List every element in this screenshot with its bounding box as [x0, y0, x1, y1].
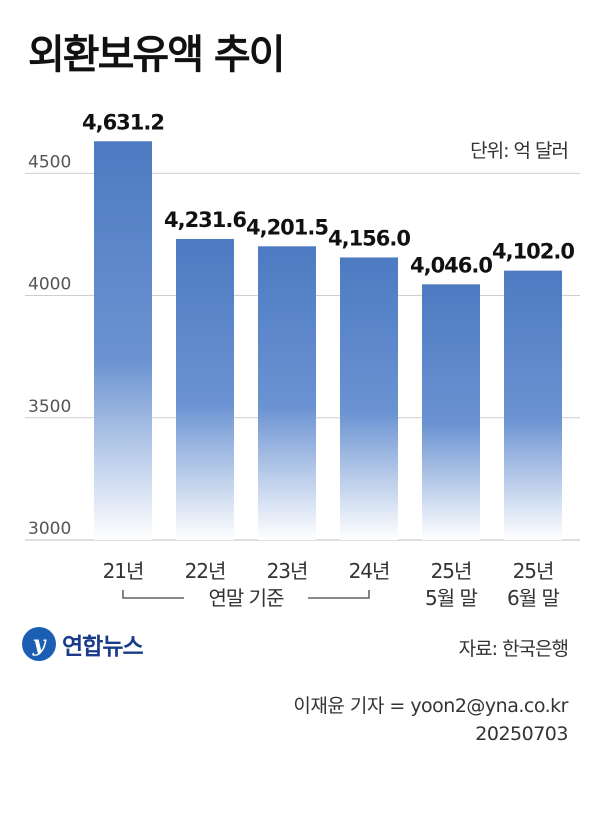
- y-tick-label: 4500: [28, 152, 71, 172]
- unit-label: 단위: 억 달러: [470, 140, 569, 162]
- group-bracket: [122, 590, 370, 599]
- y-tick-label: 4000: [28, 275, 71, 295]
- bar: [422, 284, 480, 540]
- bar: [504, 270, 562, 540]
- bar-value-label: 4,156.0: [328, 226, 410, 250]
- logo-mark-icon: y: [22, 627, 56, 661]
- bar-value-label: 4,201.5: [246, 215, 328, 239]
- yonhap-logo: y 연합뉴스: [22, 624, 144, 664]
- credit-date: 20250703: [475, 723, 568, 745]
- y-tick-label: 3000: [28, 519, 71, 539]
- bar: [176, 238, 234, 541]
- y-tick-label: 3500: [28, 397, 71, 417]
- chart-title: 외환보유액 추이: [28, 32, 286, 78]
- credit-reporter: 이재윤 기자 = yoon2@yna.co.kr: [293, 695, 568, 717]
- x-tick-label: 24년: [349, 559, 390, 583]
- x-tick-label: 21년: [103, 559, 144, 583]
- x-tick-label: 23년: [267, 559, 308, 583]
- bar: [258, 246, 316, 541]
- x-tick-label: 5월 말: [425, 586, 477, 610]
- credit-block: 이재윤 기자 = yoon2@yna.co.kr 20250703: [293, 692, 568, 748]
- logo-text: 연합뉴스: [62, 634, 144, 660]
- x-tick-label: 25년: [513, 559, 554, 583]
- bar: [94, 141, 152, 541]
- bar-value-label: 4,046.0: [410, 253, 492, 277]
- source-note: 자료: 한국은행: [458, 638, 569, 660]
- bar-value-label: 4,231.6: [164, 208, 246, 232]
- bar: [340, 257, 398, 540]
- x-tick-label: 25년: [431, 559, 472, 583]
- x-tick-label: 22년: [185, 559, 226, 583]
- bar-value-label: 4,631.2: [82, 110, 164, 134]
- bar-value-label: 4,102.0: [492, 240, 574, 264]
- x-tick-label: 6월 말: [507, 586, 559, 610]
- group-note: 연말 기준: [209, 586, 285, 610]
